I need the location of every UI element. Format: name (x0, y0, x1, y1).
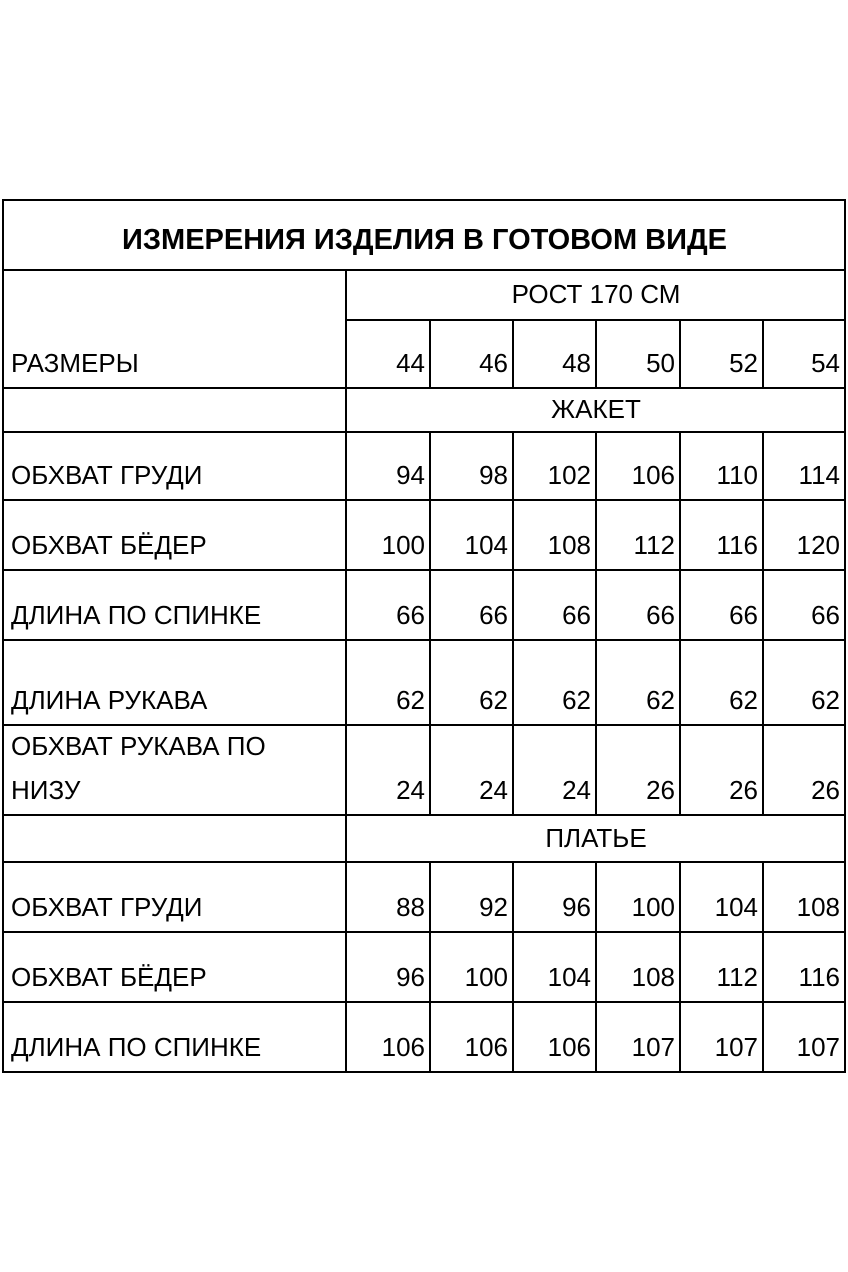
measurement-value: 62 (429, 639, 514, 726)
measurement-value: 116 (762, 931, 846, 1003)
measurement-value: 102 (512, 431, 597, 501)
measurement-value: 100 (595, 861, 681, 933)
section-blank-cell (2, 814, 347, 863)
row-label: ДЛИНА ПО СПИНКЕ (2, 569, 347, 641)
measurement-value: 106 (345, 1001, 431, 1073)
row-label: ОБХВАТ БЁДЕР (2, 931, 347, 1003)
row-label: ОБХВАТ ГРУДИ (2, 431, 347, 501)
table-title: ИЗМЕРЕНИЯ ИЗДЕЛИЯ В ГОТОВОМ ВИДЕ (2, 199, 846, 271)
measurement-value: 66 (512, 569, 597, 641)
measurement-value: 98 (429, 431, 514, 501)
measurement-value: 107 (762, 1001, 846, 1073)
sizes-label: РАЗМЕРЫ (2, 269, 347, 389)
size-header: 52 (679, 319, 764, 389)
height-header: РОСТ 170 СМ (345, 269, 846, 321)
measurement-value: 110 (679, 431, 764, 501)
measurement-value: 62 (345, 639, 431, 726)
measurement-value: 106 (595, 431, 681, 501)
measurement-value: 100 (345, 499, 431, 571)
measurement-value: 100 (429, 931, 514, 1003)
measurement-value: 112 (595, 499, 681, 571)
section-blank-cell (2, 387, 347, 433)
measurement-value: 104 (679, 861, 764, 933)
measurement-value: 24 (512, 724, 597, 816)
measurement-value: 96 (345, 931, 431, 1003)
measurement-value: 112 (679, 931, 764, 1003)
measurement-value: 106 (512, 1001, 597, 1073)
measurement-value: 62 (762, 639, 846, 726)
measurement-value: 24 (345, 724, 431, 816)
size-header: 54 (762, 319, 846, 389)
measurement-value: 107 (679, 1001, 764, 1073)
measurement-value: 104 (512, 931, 597, 1003)
size-header: 48 (512, 319, 597, 389)
measurement-value: 26 (595, 724, 681, 816)
measurement-value: 107 (595, 1001, 681, 1073)
measurement-value: 108 (762, 861, 846, 933)
measurement-value: 96 (512, 861, 597, 933)
measurement-value: 24 (429, 724, 514, 816)
measurement-value: 66 (762, 569, 846, 641)
measurement-value: 108 (595, 931, 681, 1003)
measurement-value: 62 (595, 639, 681, 726)
size-header: 50 (595, 319, 681, 389)
measurement-value: 66 (679, 569, 764, 641)
row-label: ДЛИНА ПО СПИНКЕ (2, 1001, 347, 1073)
measurement-value: 114 (762, 431, 846, 501)
measurement-value: 104 (429, 499, 514, 571)
measurement-value: 26 (679, 724, 764, 816)
row-label: ОБХВАТ ГРУДИ (2, 861, 347, 933)
size-header: 44 (345, 319, 431, 389)
size-header: 46 (429, 319, 514, 389)
measurement-value: 66 (595, 569, 681, 641)
row-label: ОБХВАТ БЁДЕР (2, 499, 347, 571)
measurement-value: 94 (345, 431, 431, 501)
measurement-value: 66 (345, 569, 431, 641)
measurement-value: 62 (512, 639, 597, 726)
measurement-value: 88 (345, 861, 431, 933)
row-label: ОБХВАТ РУКАВА ПО НИЗУ (2, 724, 347, 816)
section-header: ЖАКЕТ (345, 387, 846, 433)
measurement-value: 92 (429, 861, 514, 933)
measurement-value: 108 (512, 499, 597, 571)
row-label: ДЛИНА РУКАВА (2, 639, 347, 726)
measurement-value: 62 (679, 639, 764, 726)
measurement-value: 120 (762, 499, 846, 571)
section-header: ПЛАТЬЕ (345, 814, 846, 863)
measurement-value: 66 (429, 569, 514, 641)
measurement-value: 106 (429, 1001, 514, 1073)
measurement-value: 116 (679, 499, 764, 571)
measurement-value: 26 (762, 724, 846, 816)
